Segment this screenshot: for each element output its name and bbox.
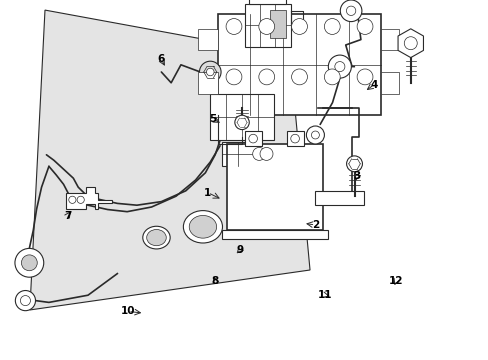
Text: 8: 8 — [211, 276, 218, 286]
FancyBboxPatch shape — [381, 29, 398, 50]
Ellipse shape — [142, 226, 170, 249]
FancyBboxPatch shape — [227, 144, 322, 230]
Circle shape — [225, 69, 242, 85]
FancyBboxPatch shape — [210, 94, 273, 140]
Circle shape — [306, 126, 324, 144]
Text: 3: 3 — [353, 171, 360, 181]
Circle shape — [290, 134, 299, 143]
Circle shape — [324, 69, 340, 85]
Circle shape — [69, 196, 76, 203]
Polygon shape — [30, 10, 309, 310]
Ellipse shape — [189, 215, 216, 238]
Circle shape — [327, 55, 351, 78]
Circle shape — [20, 296, 30, 306]
Circle shape — [77, 196, 84, 203]
Circle shape — [199, 61, 221, 83]
Text: 10: 10 — [121, 306, 135, 316]
Polygon shape — [66, 187, 112, 209]
Circle shape — [15, 291, 36, 311]
Circle shape — [248, 134, 257, 143]
Circle shape — [15, 248, 43, 277]
Text: 7: 7 — [63, 211, 71, 221]
FancyBboxPatch shape — [381, 72, 398, 94]
Circle shape — [356, 69, 372, 85]
Text: 11: 11 — [317, 290, 332, 300]
FancyBboxPatch shape — [217, 14, 381, 115]
Circle shape — [252, 148, 265, 161]
Text: 4: 4 — [369, 80, 377, 90]
Text: 9: 9 — [236, 245, 243, 255]
Circle shape — [346, 156, 362, 172]
FancyBboxPatch shape — [198, 29, 217, 50]
Circle shape — [346, 6, 355, 15]
Text: 1: 1 — [204, 188, 211, 198]
FancyBboxPatch shape — [269, 10, 286, 38]
FancyBboxPatch shape — [244, 4, 290, 47]
Circle shape — [334, 62, 344, 72]
Circle shape — [21, 255, 37, 271]
Circle shape — [225, 19, 242, 35]
Ellipse shape — [183, 211, 222, 243]
Circle shape — [340, 0, 361, 22]
FancyBboxPatch shape — [222, 142, 254, 166]
Circle shape — [291, 19, 307, 35]
Circle shape — [356, 19, 372, 35]
Circle shape — [234, 115, 249, 130]
Text: 6: 6 — [158, 54, 164, 64]
Text: 2: 2 — [311, 220, 318, 230]
Circle shape — [206, 68, 214, 76]
FancyBboxPatch shape — [244, 131, 261, 146]
FancyBboxPatch shape — [286, 131, 303, 146]
Text: 12: 12 — [388, 276, 403, 286]
FancyBboxPatch shape — [222, 230, 327, 239]
Circle shape — [260, 148, 272, 161]
FancyBboxPatch shape — [198, 72, 217, 94]
Circle shape — [404, 37, 416, 50]
Ellipse shape — [146, 230, 166, 246]
Circle shape — [311, 131, 319, 139]
Circle shape — [324, 19, 340, 35]
Text: 5: 5 — [209, 114, 216, 124]
Circle shape — [258, 19, 274, 35]
Circle shape — [258, 69, 274, 85]
Circle shape — [291, 69, 307, 85]
FancyBboxPatch shape — [249, 0, 286, 4]
Polygon shape — [397, 29, 423, 58]
FancyBboxPatch shape — [315, 191, 364, 205]
